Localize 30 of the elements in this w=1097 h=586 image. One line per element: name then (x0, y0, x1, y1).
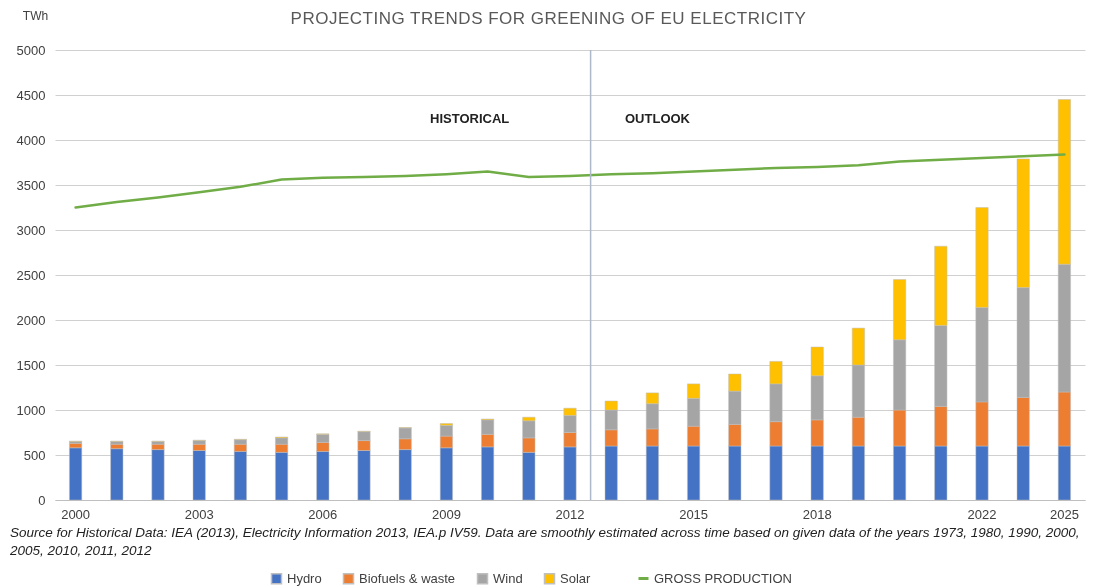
y-tick-label: 2000 (16, 312, 46, 328)
legend-label: Solar (560, 570, 592, 586)
x-tick-label: 2018 (802, 506, 832, 522)
x-tick-label: 2012 (555, 506, 585, 522)
y-tick-label: 2500 (16, 267, 46, 283)
legend-label: Wind (493, 570, 523, 586)
y-tick-label: 3000 (16, 222, 46, 238)
y-axis-title: TWh (22, 8, 49, 23)
annotation: OUTLOOK (625, 111, 691, 126)
x-tick-label: 2025 (1049, 506, 1079, 522)
y-tick-label: 0 (38, 492, 46, 508)
legend-label: GROSS PRODUCTION (654, 570, 792, 586)
x-tick-label: 2015 (679, 506, 709, 522)
y-tick-label: 5000 (16, 42, 46, 58)
y-tick-label: 1500 (16, 357, 46, 373)
x-tick-label: 2000 (61, 506, 91, 522)
chart-title: PROJECTING TRENDS FOR GREENING OF EU ELECTRICITY (290, 9, 807, 28)
annotation: HISTORICAL (430, 111, 510, 126)
y-tick-label: 500 (23, 447, 46, 463)
x-tick-label: 2006 (308, 506, 338, 522)
x-tick-label: 2003 (184, 506, 214, 522)
x-tick-label: 2022 (967, 506, 997, 522)
legend-label: Biofuels & waste (359, 570, 456, 586)
legend-label: Hydro (287, 570, 322, 586)
x-tick-label: 2009 (431, 506, 461, 522)
y-tick-label: 4500 (16, 87, 46, 103)
source-note: Source for Historical Data: IEA (2013), Electricity Information 2013, IEA.p IV59. Data are smoothly estimated across time based on given data of the years 1973, 1980, 1990, 2000, 2005, 2010, 2011, 2012 (10, 524, 1081, 560)
y-tick-label: 3500 (16, 177, 46, 193)
y-tick-label: 4000 (16, 132, 46, 148)
y-tick-label: 1000 (16, 402, 46, 418)
